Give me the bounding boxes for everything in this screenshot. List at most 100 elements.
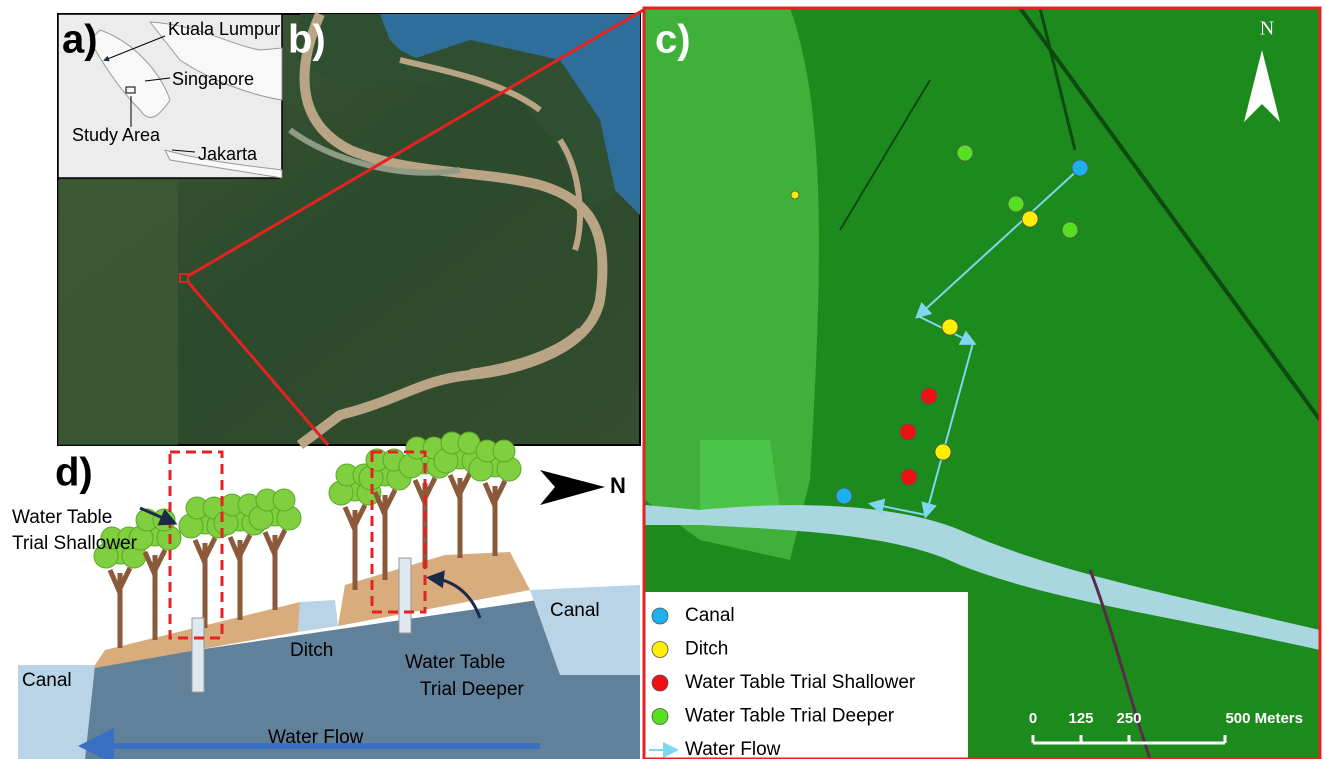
pointer xyxy=(139,506,178,526)
flow-arrow xyxy=(921,342,974,519)
deeper-point xyxy=(1061,221,1079,239)
shallow-point xyxy=(920,387,938,405)
panel-c: N Canal Ditch Water Table Trial Shallower W… xyxy=(642,6,1322,759)
forest-patch xyxy=(645,8,819,560)
tree-canopy xyxy=(492,439,516,463)
deeper-point xyxy=(1007,195,1025,213)
diagram-label: Trial Deeper xyxy=(420,679,525,700)
tree-trunk xyxy=(342,503,368,590)
piezometer xyxy=(398,557,412,634)
ditch-point xyxy=(790,190,800,200)
site-points xyxy=(790,144,1089,505)
panel-label: a) xyxy=(62,18,98,62)
coastal-land xyxy=(295,14,615,210)
panel-border xyxy=(642,6,1322,759)
deeper-point xyxy=(956,144,974,162)
scale-label: 125 xyxy=(1068,710,1093,727)
diagram-label: Canal xyxy=(550,600,600,621)
legend-box xyxy=(645,592,968,759)
study-area-box xyxy=(179,273,189,283)
piezometer xyxy=(191,617,205,693)
canal-water xyxy=(18,665,95,759)
legend-label: Water Flow xyxy=(685,739,781,759)
scale-label: 500 Meters xyxy=(1225,710,1303,727)
pointer xyxy=(171,149,196,153)
tree-trunk xyxy=(482,479,508,556)
panel-d xyxy=(18,431,640,759)
tree-trunk xyxy=(447,471,473,558)
legend-marker xyxy=(651,607,669,625)
diagram-label: Water Table xyxy=(12,507,112,528)
diagram-label: Ditch xyxy=(290,640,333,661)
ditch-water xyxy=(298,600,338,632)
sea xyxy=(380,14,640,215)
pointer xyxy=(103,35,166,62)
north-label: N xyxy=(1260,18,1274,40)
river-branch xyxy=(399,57,583,375)
river-branch xyxy=(288,127,461,176)
panel-label: b) xyxy=(288,18,326,62)
flow-arrow xyxy=(915,167,1081,319)
place-label: Kuala Lumpur xyxy=(168,19,280,39)
place-label: Study Area xyxy=(72,125,161,145)
tree-trunk xyxy=(262,528,288,610)
study-area-box xyxy=(125,86,136,94)
tree-trunk xyxy=(107,566,133,648)
north-label: N xyxy=(610,473,626,498)
panel-b xyxy=(57,12,641,449)
canal-point xyxy=(1071,159,1089,177)
diagram-labels: Water Table Trial Shallower Water Table Tri… xyxy=(12,507,600,748)
legend-label: Water Table Trial Deeper xyxy=(685,706,895,727)
ditch-point xyxy=(934,443,952,461)
tree-trunk xyxy=(227,533,253,620)
landmass xyxy=(164,149,283,179)
legend-label: Water Table Trial Shallower xyxy=(685,672,916,693)
tree-trunk xyxy=(412,476,438,568)
trial-plot-shallow xyxy=(168,450,224,640)
drain-line xyxy=(1038,7,1077,151)
north-arrow xyxy=(540,470,605,505)
landmass xyxy=(148,21,283,101)
place-label: Singapore xyxy=(172,69,254,89)
canal-water xyxy=(530,585,640,675)
shallow-point xyxy=(899,423,917,441)
landmass xyxy=(89,29,171,118)
scale-label: 250 xyxy=(1116,710,1141,727)
zoom-line xyxy=(187,7,646,278)
clearing xyxy=(700,440,780,520)
river xyxy=(297,12,608,449)
ditch-point xyxy=(941,318,959,336)
shallow-point xyxy=(900,468,918,486)
road xyxy=(1088,569,1152,759)
groundwater xyxy=(85,585,640,759)
tree-trunk xyxy=(372,488,398,580)
canal-point xyxy=(835,487,853,505)
pointer xyxy=(144,77,171,82)
legend-label: Ditch xyxy=(685,639,728,660)
ditch-point xyxy=(1021,210,1039,228)
scale-bar: 0 125 250 500 Meters xyxy=(1029,710,1303,745)
trial-plot-deeper xyxy=(370,450,427,614)
panel-a xyxy=(57,13,283,179)
plantation-area xyxy=(58,180,178,445)
panel-label: d) xyxy=(55,451,93,495)
legend-marker xyxy=(651,641,669,658)
diagram-label: Water Flow xyxy=(268,727,364,748)
drain-line xyxy=(1018,6,1322,422)
canal xyxy=(645,505,1320,650)
legend-marker xyxy=(651,674,669,692)
zoom-line xyxy=(186,281,330,446)
soil xyxy=(338,552,530,626)
north-arrow xyxy=(1244,50,1280,122)
tree-trunk xyxy=(142,548,168,640)
tree-trunk xyxy=(192,536,218,628)
diagram-label: Canal xyxy=(22,670,72,691)
panel-label: c) xyxy=(655,18,691,62)
legend-marker xyxy=(651,708,669,725)
drain-line xyxy=(839,79,931,231)
legend-label: Canal xyxy=(685,605,735,626)
diagram-label: Trial Shallower xyxy=(12,533,138,554)
place-label: Jakarta xyxy=(198,144,258,164)
legend: Canal Ditch Water Table Trial Shallower Wat… xyxy=(649,605,916,759)
